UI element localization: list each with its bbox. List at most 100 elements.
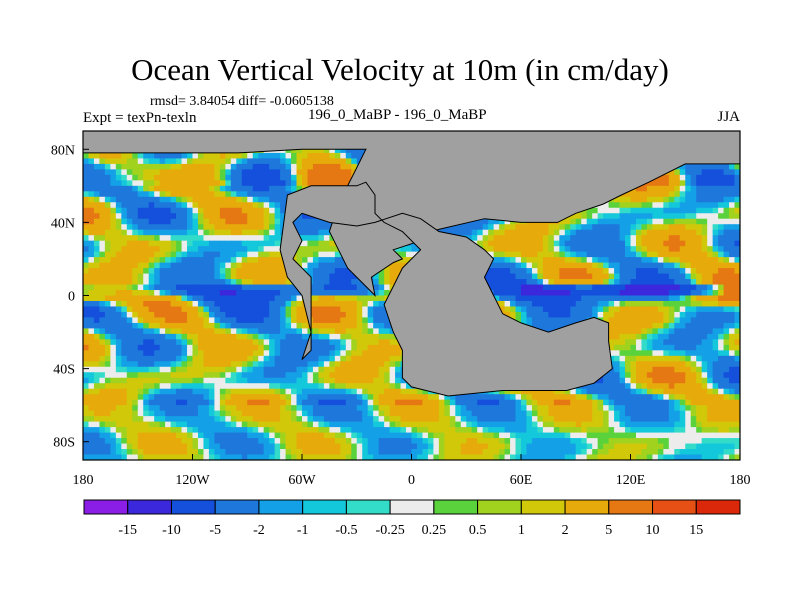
- field-cell: [499, 306, 506, 313]
- field-cell: [159, 300, 166, 308]
- field-cell: [170, 322, 177, 329]
- field-cell: [307, 262, 314, 269]
- field-cell: [236, 295, 243, 302]
- field-cell: [285, 295, 292, 302]
- field-cell: [99, 202, 106, 209]
- field-cell: [93, 218, 101, 225]
- field-cell: [696, 279, 703, 286]
- field-cell: [241, 333, 248, 340]
- field-cell: [274, 196, 281, 203]
- field-cell: [230, 279, 237, 286]
- field-cell: [192, 355, 199, 362]
- field-cell: [159, 311, 166, 319]
- field-cell: [685, 180, 692, 187]
- field-cell: [329, 240, 336, 247]
- field-cell: [635, 284, 643, 291]
- field-cell: [384, 355, 391, 362]
- field-cell: [132, 207, 139, 214]
- field-cell: [701, 344, 708, 351]
- field-cell: [225, 290, 232, 297]
- field-cell: [312, 224, 320, 231]
- field-cell: [707, 306, 714, 313]
- field-cell: [126, 279, 133, 286]
- field-cell: [696, 163, 703, 170]
- field-cell: [625, 191, 632, 198]
- field-cell: [219, 196, 226, 203]
- field-cell: [83, 163, 90, 170]
- field-cell: [685, 218, 692, 225]
- field-cell: [723, 268, 730, 275]
- field-cell: [192, 322, 199, 329]
- field-cell: [230, 295, 237, 302]
- field-cell: [110, 191, 117, 198]
- field-cell: [197, 339, 205, 346]
- field-cell: [329, 246, 336, 253]
- field-cell: [208, 224, 215, 231]
- field-cell: [274, 202, 281, 209]
- field-cell: [696, 262, 703, 269]
- field-cell: [126, 196, 133, 203]
- field-cell: [274, 322, 281, 329]
- field-cell: [690, 257, 697, 264]
- field-cell: [389, 279, 396, 286]
- field-cell: [635, 207, 643, 214]
- field-cell: [263, 279, 270, 286]
- field-cell: [597, 257, 604, 264]
- field-cell: [263, 311, 270, 319]
- field-cell: [280, 333, 287, 340]
- field-cell: [389, 273, 396, 280]
- field-cell: [608, 246, 615, 253]
- field-cell: [734, 295, 740, 302]
- field-cell: [395, 268, 402, 275]
- field-cell: [148, 268, 155, 275]
- field-cell: [707, 191, 714, 198]
- field-cell: [280, 311, 287, 319]
- field-cell: [214, 246, 221, 253]
- field-cell: [646, 284, 653, 291]
- field-cell: [356, 328, 363, 335]
- field-cell: [104, 350, 111, 357]
- field-cell: [674, 240, 681, 247]
- field-cell: [701, 224, 708, 231]
- field-cell: [531, 290, 539, 297]
- field-cell: [154, 224, 161, 231]
- field-cell: [93, 185, 101, 192]
- field-cell: [663, 262, 670, 269]
- field-cell: [707, 333, 714, 340]
- field-cell: [296, 174, 303, 181]
- field-cell: [455, 224, 462, 231]
- field-cell: [488, 224, 495, 231]
- field-cell: [159, 229, 166, 236]
- field-cell: [214, 339, 221, 346]
- field-cell: [674, 290, 681, 297]
- field-cell: [641, 257, 648, 264]
- field-cell: [603, 202, 610, 209]
- field-cell: [230, 235, 237, 242]
- field-cell: [564, 295, 571, 302]
- field-cell: [88, 339, 95, 346]
- field-cell: [531, 273, 539, 280]
- field-cell: [302, 218, 309, 225]
- field-cell: [696, 295, 703, 302]
- field-cell: [570, 240, 577, 247]
- field-cell: [241, 311, 248, 319]
- field-cell: [219, 290, 226, 297]
- field-cell: [657, 306, 664, 313]
- field-cell: [247, 328, 254, 335]
- field-cell: [137, 191, 144, 198]
- field-cell: [641, 224, 648, 231]
- field-cell: [88, 163, 95, 170]
- field-cell: [723, 333, 730, 340]
- field-cell: [296, 218, 303, 225]
- field-cell: [597, 306, 604, 313]
- field-cell: [575, 246, 582, 253]
- field-cell: [696, 322, 703, 329]
- field-cell: [318, 273, 325, 280]
- field-cell: [203, 311, 210, 319]
- field-cell: [115, 322, 122, 329]
- field-cell: [93, 311, 101, 319]
- field-cell: [460, 224, 467, 231]
- field-cell: [115, 240, 122, 247]
- field-cell: [274, 344, 281, 351]
- field-cell: [241, 229, 248, 236]
